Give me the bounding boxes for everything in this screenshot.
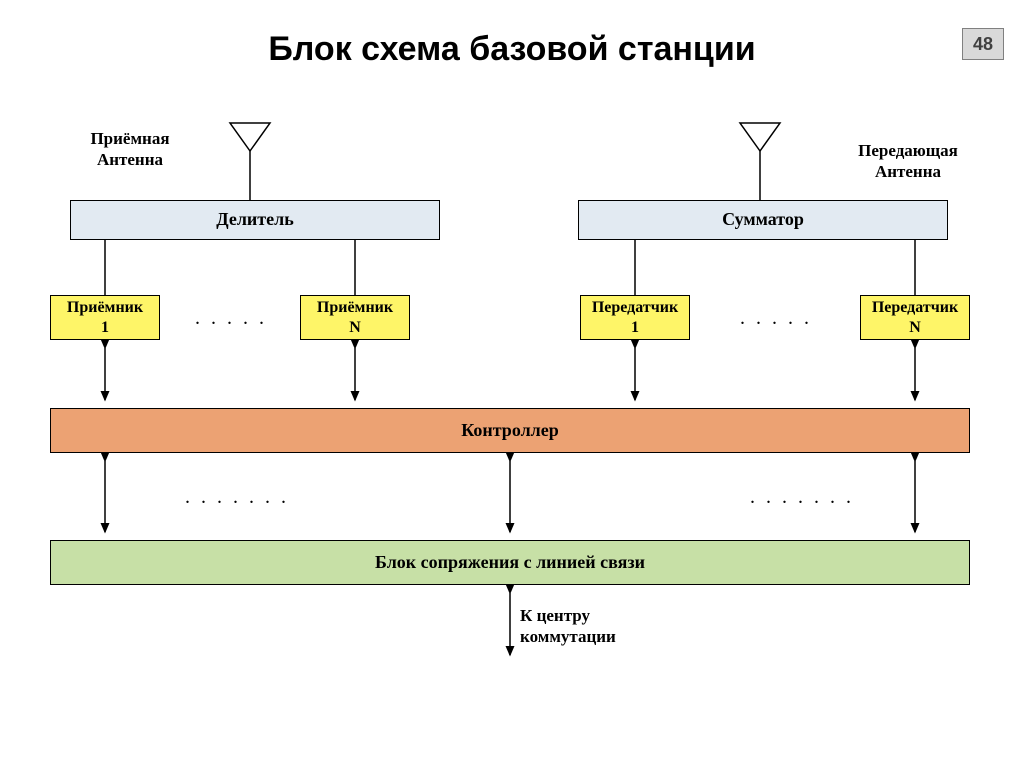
connectors <box>0 0 1024 767</box>
